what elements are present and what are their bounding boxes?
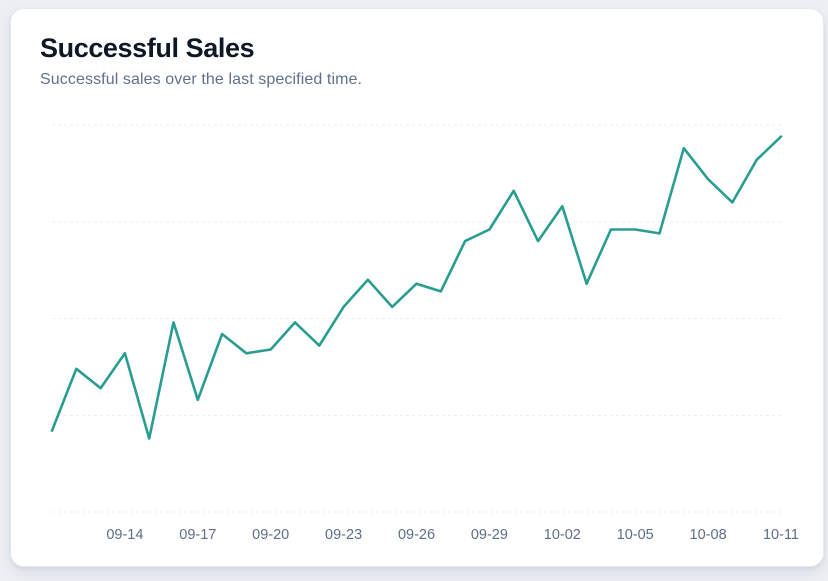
x-tick-label: 09-23 [325, 527, 362, 543]
x-tick-label: 09-29 [471, 527, 508, 543]
x-tick-label: 09-14 [106, 527, 143, 543]
x-tick-label: 10-02 [544, 527, 581, 543]
page-title: Successful Sales [40, 33, 255, 63]
x-tick-label: 09-26 [398, 527, 435, 543]
x-tick-label: 10-11 [763, 527, 799, 543]
page-subtitle: Successful sales over the last specified… [40, 71, 363, 89]
x-tick-label: 10-08 [690, 527, 727, 543]
line-chart-canvas[interactable]: 09-14 09-17 09-20 09-23 09-26 09-29 10-02 10-05… [11, 9, 825, 568]
x-tick-label: 09-20 [252, 527, 289, 543]
sales-line-series[interactable] [50, 135, 783, 440]
x-axis-tick-labels: 09-14 09-17 09-20 09-23 09-26 09-29 10-02 10-05… [106, 527, 799, 543]
card-header: Successful Sales Successful sales over t… [40, 33, 794, 89]
gridlines [52, 124, 781, 513]
sales-card: Successful Sales Successful sales over t… [10, 8, 824, 567]
x-tick-label: 09-17 [179, 527, 216, 543]
x-tick-label: 10-05 [617, 527, 654, 543]
sales-line-chart[interactable]: 09-14 09-17 09-20 09-23 09-26 09-29 10-02 10-05… [11, 9, 825, 568]
